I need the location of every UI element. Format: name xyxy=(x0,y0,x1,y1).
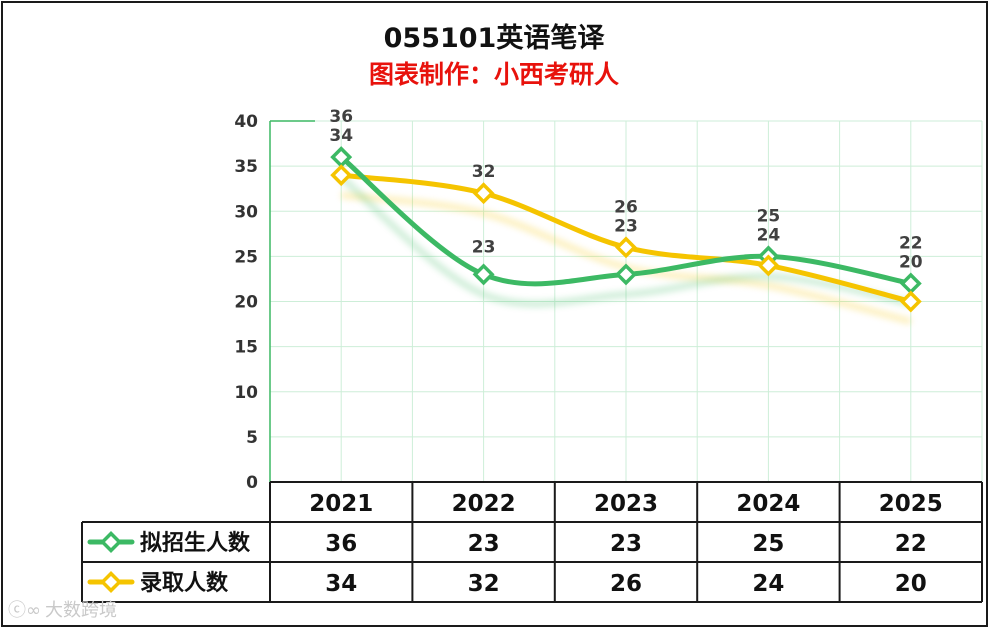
y-tick-label: 20 xyxy=(234,293,258,313)
x-category-label: 2022 xyxy=(452,491,516,517)
table-cell-value: 26 xyxy=(610,571,642,597)
chart-subtitle: 图表制作：小西考研人 xyxy=(368,60,619,89)
y-tick-label: 30 xyxy=(234,202,258,222)
table-cell-value: 34 xyxy=(325,571,357,597)
data-point-marker xyxy=(472,182,495,205)
table-cell-value: 22 xyxy=(895,531,927,557)
legend-marker xyxy=(100,571,122,593)
data-label: 24 xyxy=(757,225,781,245)
y-tick-label: 0 xyxy=(246,473,258,493)
data-label: 34 xyxy=(329,126,353,146)
data-point-marker xyxy=(899,272,922,295)
x-category-label: 2025 xyxy=(879,491,943,517)
y-tick-label: 25 xyxy=(234,247,258,267)
table-cell-value: 25 xyxy=(752,531,784,557)
table-cell-value: 23 xyxy=(610,531,642,557)
data-label: 32 xyxy=(472,162,496,182)
data-point-marker xyxy=(330,164,353,187)
y-tick-label: 40 xyxy=(234,112,258,132)
watermark-text: 大数跨境 xyxy=(45,600,117,621)
data-label: 36 xyxy=(329,107,353,127)
y-tick-label: 5 xyxy=(246,428,258,448)
data-point-marker xyxy=(472,263,495,286)
table-cell-value: 32 xyxy=(468,571,500,597)
legend-label: 拟招生人数 xyxy=(140,530,251,556)
table-cell-value: 36 xyxy=(325,531,357,557)
data-label: 23 xyxy=(614,216,638,236)
watermark: ⓒ∞ 大数跨境 xyxy=(8,596,117,622)
legend-label: 录取人数 xyxy=(140,570,229,596)
data-label: 26 xyxy=(614,197,638,217)
table-cell-value: 23 xyxy=(468,531,500,557)
data-point-marker xyxy=(330,146,353,169)
table-cell-value: 20 xyxy=(895,571,927,597)
data-label: 23 xyxy=(472,237,496,257)
data-label: 25 xyxy=(757,206,781,226)
x-category-label: 2023 xyxy=(594,491,658,517)
data-label: 22 xyxy=(899,233,923,253)
chart-title: 055101英语笔译 xyxy=(383,23,605,54)
y-tick-label: 15 xyxy=(234,338,258,358)
legend-marker xyxy=(100,531,122,553)
x-category-label: 2021 xyxy=(309,491,373,517)
table-cell-value: 24 xyxy=(752,571,784,597)
data-point-marker xyxy=(757,254,780,277)
data-label: 20 xyxy=(899,252,923,272)
y-tick-label: 10 xyxy=(234,383,258,403)
x-category-label: 2024 xyxy=(736,491,800,517)
watermark-logo-icon: ⓒ∞ xyxy=(8,600,41,621)
data-point-marker xyxy=(899,290,922,313)
series-shadow xyxy=(339,174,912,307)
data-point-marker xyxy=(615,236,637,259)
data-point-marker xyxy=(615,263,637,286)
y-tick-label: 35 xyxy=(234,157,258,177)
